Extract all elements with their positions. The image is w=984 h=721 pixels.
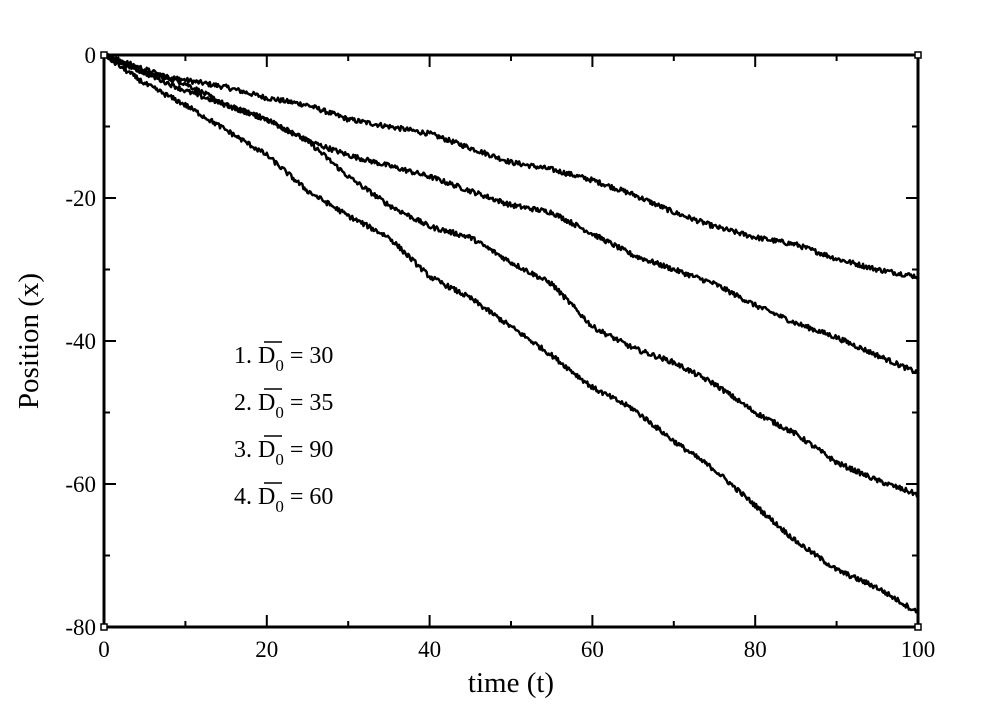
- y-tick-label: -80: [65, 615, 96, 640]
- y-tick-label: -40: [65, 329, 96, 354]
- y-tick-label: -20: [65, 186, 96, 211]
- legend-entry-2: 2. D0 = 35: [234, 390, 333, 422]
- series-line-3: [102, 52, 920, 498]
- x-tick-label: 20: [255, 637, 278, 662]
- x-tick-label: 80: [744, 637, 767, 662]
- legend: 1. D0 = 30 2. D0 = 35 3. D0 = 90 4. D0 = 60: [234, 341, 333, 516]
- series-line-1: [103, 53, 920, 280]
- corner-marker: [914, 51, 922, 59]
- legend-entry-3: 3. D0 = 90: [234, 437, 333, 469]
- corner-marker: [100, 623, 108, 631]
- series-line-4: [103, 53, 919, 614]
- legend-symbol: D: [258, 343, 275, 369]
- y-tick-label: -60: [65, 472, 96, 497]
- x-tick-label: 40: [418, 637, 441, 662]
- x-tick-label: 100: [901, 637, 936, 662]
- corner-marker: [100, 51, 108, 59]
- legend-entry-1: 1. D0 = 30: [234, 343, 333, 375]
- y-axis-title: Position (x): [13, 273, 45, 409]
- x-tick-label: 60: [581, 637, 604, 662]
- x-axis-title: time (t): [468, 667, 554, 699]
- legend-entry-4: 4. D0 = 60: [234, 484, 333, 516]
- legend-symbol: D: [258, 390, 275, 416]
- corner-marker: [914, 623, 922, 631]
- legend-symbol: D: [258, 437, 275, 463]
- x-tick-label: 0: [98, 637, 110, 662]
- plot-frame: [102, 53, 920, 629]
- legend-symbol: D: [258, 484, 275, 510]
- y-tick-label: 0: [85, 43, 97, 68]
